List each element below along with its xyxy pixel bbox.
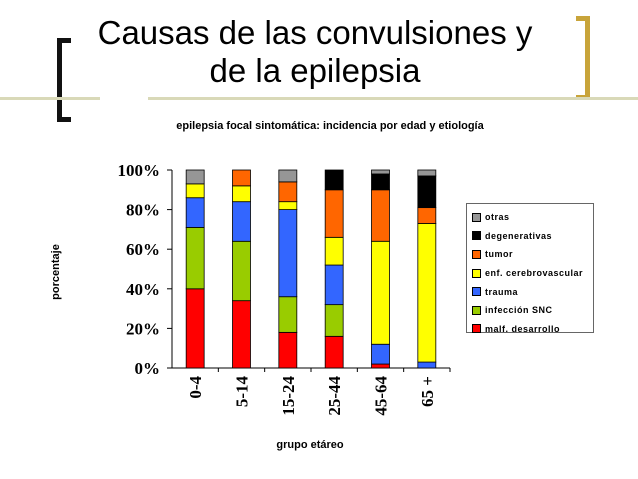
legend-label: infección SNC xyxy=(485,305,553,316)
bar-segment xyxy=(232,300,251,369)
bar-segment xyxy=(185,288,205,369)
bar-segment xyxy=(278,296,298,333)
bar-segment xyxy=(324,189,344,238)
legend-label: enf. cerebrovascular xyxy=(485,268,584,279)
slide-title-line-2: de la epilepsia xyxy=(209,52,421,89)
legend-swatch xyxy=(472,305,481,315)
bar-segment xyxy=(232,240,251,302)
left-bracket-decoration xyxy=(57,38,71,122)
x-axis-label: grupo etáreo xyxy=(276,439,344,451)
chart-legend: otras degenerativas tumor enf. cerebrovascu… xyxy=(466,203,594,334)
legend-swatch xyxy=(472,324,481,334)
y-axis-label: porcentaje xyxy=(50,244,62,300)
legend-swatch xyxy=(472,268,481,278)
legend-swatch xyxy=(472,212,481,222)
bar-segment xyxy=(278,201,298,210)
legend-label: malf. desarrollo xyxy=(485,323,561,334)
bar-segment xyxy=(324,304,344,337)
x-tick-label: 5-14 xyxy=(233,376,252,408)
x-tick-label: 15-24 xyxy=(279,376,298,416)
x-tick-label: 45-64 xyxy=(372,376,391,416)
legend-item: malf. desarrollo xyxy=(467,320,593,339)
slide-title-line-1: Causas de las convulsiones y xyxy=(97,14,533,51)
title-rule xyxy=(0,97,638,100)
legend-label: tumor xyxy=(485,249,513,260)
bar-segment xyxy=(232,201,251,242)
bar-segment xyxy=(185,197,205,228)
legend-item: degenerativas xyxy=(467,227,593,246)
bar-segment xyxy=(371,173,390,191)
bar-segment xyxy=(417,169,437,177)
bar-segment xyxy=(417,223,437,363)
legend-label: trauma xyxy=(485,286,519,297)
x-tick-label: 25-44 xyxy=(325,376,344,416)
y-tick-label: 0% xyxy=(135,359,161,378)
bar-segment xyxy=(278,209,298,298)
legend-swatch xyxy=(472,287,481,297)
bar-segment xyxy=(417,207,437,224)
legend-swatch xyxy=(472,249,481,259)
bar-segment xyxy=(417,361,437,369)
x-tick-label: 65 + xyxy=(418,376,437,407)
y-tick-label: 100% xyxy=(118,161,161,180)
bar-segment xyxy=(324,335,344,369)
legend-item: infección SNC xyxy=(467,301,593,320)
bar-segment xyxy=(185,183,205,199)
legend-item: otras xyxy=(467,208,593,227)
y-tick-label: 20% xyxy=(126,319,160,338)
bar-segment xyxy=(371,169,390,175)
legend-item: trauma xyxy=(467,282,593,301)
slide-title: Causas de las convulsiones y de la epile… xyxy=(75,14,555,90)
bar-segment xyxy=(371,343,390,365)
legend-swatch xyxy=(472,231,481,241)
bar-segment xyxy=(417,175,437,209)
x-tick-label: 0-4 xyxy=(186,376,205,399)
bar-segment xyxy=(232,169,251,187)
bar-segment xyxy=(185,169,205,185)
legend-item: enf. cerebrovascular xyxy=(467,264,593,283)
legend-label: otras xyxy=(485,212,510,223)
legend-label: degenerativas xyxy=(485,230,553,241)
y-tick-label: 40% xyxy=(126,280,160,299)
bar-segment xyxy=(278,331,298,369)
y-tick-label: 80% xyxy=(126,201,160,220)
bar-segment xyxy=(324,264,344,306)
bar-segment xyxy=(371,363,390,369)
legend-item: tumor xyxy=(467,245,593,264)
bar-segment xyxy=(324,169,344,191)
chart-title: epilepsia focal sintomática: incidencia … xyxy=(176,120,484,132)
y-tick-label: 60% xyxy=(126,240,160,259)
bar-segment xyxy=(371,240,390,345)
bar-segment xyxy=(232,185,251,203)
bar-segment xyxy=(278,169,298,183)
bar-segment xyxy=(278,181,298,203)
bar-segment xyxy=(185,227,205,290)
bar-segment xyxy=(324,236,344,266)
bar-segment xyxy=(371,189,390,242)
